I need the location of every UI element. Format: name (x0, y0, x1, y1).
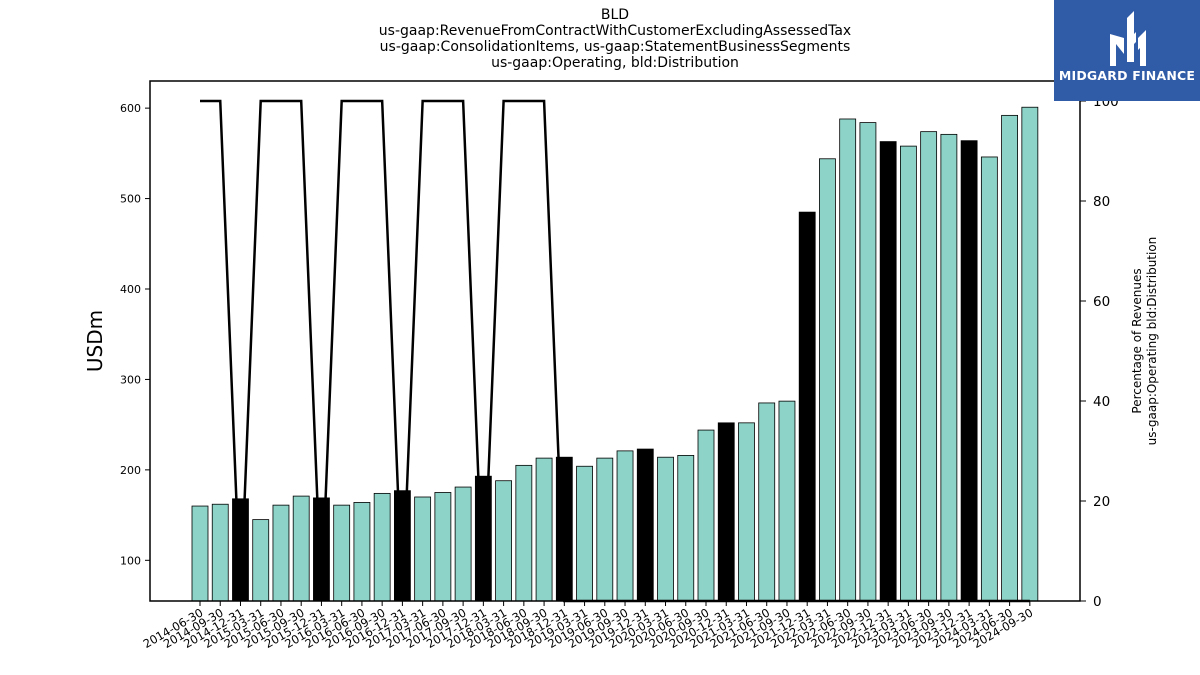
midgard-finance-logo: MIDGARD FINANCE (1054, 0, 1200, 101)
bar (839, 118, 857, 602)
bar (373, 492, 391, 602)
bar (434, 492, 452, 602)
bar (616, 450, 634, 602)
bar (717, 422, 735, 602)
bar (353, 502, 371, 602)
bar (252, 519, 270, 602)
y2-tick-label: 40 (1093, 394, 1110, 410)
bar (454, 486, 472, 602)
plot-frame (149, 80, 1081, 602)
chart-title: BLD us-gaap:RevenueFromContractWithCusto… (0, 7, 1200, 71)
bar (677, 454, 695, 602)
y2-tick-label: 60 (1093, 294, 1110, 310)
bar (1021, 106, 1039, 602)
bar (272, 504, 290, 602)
bar (596, 457, 614, 602)
bar (859, 122, 877, 602)
bar (636, 448, 654, 602)
bar (211, 503, 229, 602)
bar (819, 158, 836, 602)
y-axis-label: USDm (83, 310, 107, 372)
bar (292, 495, 310, 602)
bar (657, 456, 674, 602)
chart-title-line: us-gaap:ConsolidationItems, us-gaap:Stat… (379, 39, 851, 55)
midgard-logo-mark-icon (1110, 11, 1146, 66)
y-tick-label: 300 (120, 373, 141, 386)
logo-text: MIDGARD FINANCE (1058, 68, 1196, 83)
y-tick-label: 400 (120, 283, 141, 296)
bar (879, 141, 897, 602)
bar (333, 504, 351, 602)
bar (1001, 114, 1018, 602)
bar (920, 131, 938, 602)
chart-title-line: us-gaap:RevenueFromContractWithCustomerE… (378, 23, 852, 39)
y2-axis-label: Percentage of Revenues (1130, 268, 1144, 413)
chart-title-line: BLD (600, 7, 630, 23)
chart-title-line: us-gaap:Operating, bld:Distribution (491, 55, 739, 71)
bar (940, 133, 958, 602)
y-tick-label: 500 (120, 193, 141, 206)
bar (960, 140, 978, 602)
bar (900, 145, 917, 602)
bar (980, 156, 998, 602)
bar (697, 429, 715, 602)
bar (778, 400, 796, 602)
bar (576, 465, 593, 602)
bar (758, 402, 776, 602)
bar (495, 480, 513, 602)
y2-axis-label: us-gaap:Operating bld:Distribution (1145, 237, 1159, 446)
bar (535, 457, 553, 602)
y-tick-label: 600 (120, 102, 141, 115)
bar (515, 464, 533, 602)
y2-tick-label: 80 (1093, 194, 1110, 210)
bar (414, 496, 432, 602)
y-tick-label: 100 (120, 554, 141, 567)
bar (191, 505, 209, 602)
y-tick-label: 200 (120, 464, 141, 477)
y2-tick-label: 0 (1093, 594, 1102, 610)
bar (798, 211, 816, 602)
bar (738, 422, 755, 602)
y2-tick-label: 20 (1093, 494, 1110, 510)
